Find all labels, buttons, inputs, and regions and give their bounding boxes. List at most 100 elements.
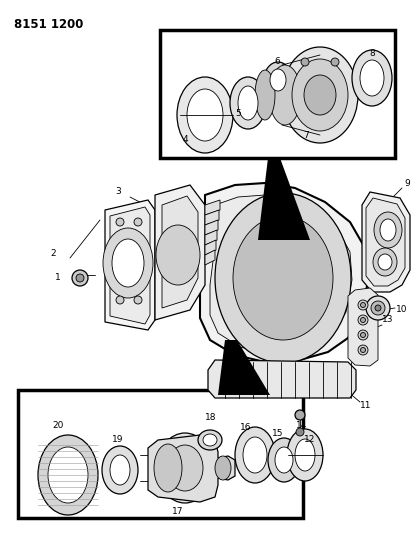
Ellipse shape xyxy=(215,193,351,363)
Circle shape xyxy=(116,296,124,304)
Ellipse shape xyxy=(187,89,223,141)
Polygon shape xyxy=(205,250,215,265)
Text: 4: 4 xyxy=(183,135,189,144)
Circle shape xyxy=(375,305,381,311)
Circle shape xyxy=(301,58,309,66)
Circle shape xyxy=(360,348,365,352)
Ellipse shape xyxy=(157,433,213,503)
Polygon shape xyxy=(362,192,410,292)
Polygon shape xyxy=(110,207,150,324)
Circle shape xyxy=(371,301,385,315)
Polygon shape xyxy=(205,240,216,255)
Ellipse shape xyxy=(38,435,98,515)
Ellipse shape xyxy=(230,77,266,129)
Text: 19: 19 xyxy=(112,435,123,445)
Ellipse shape xyxy=(48,447,88,503)
Ellipse shape xyxy=(264,62,292,98)
Circle shape xyxy=(366,296,390,320)
Ellipse shape xyxy=(235,427,275,483)
Ellipse shape xyxy=(282,47,358,143)
Circle shape xyxy=(296,428,304,436)
Bar xyxy=(18,390,303,518)
Ellipse shape xyxy=(102,446,138,494)
Text: 14: 14 xyxy=(296,422,307,431)
Polygon shape xyxy=(200,183,368,362)
Text: 8151 1200: 8151 1200 xyxy=(14,18,83,31)
Text: 7: 7 xyxy=(303,131,309,140)
Ellipse shape xyxy=(110,455,130,485)
Text: 3: 3 xyxy=(115,188,121,197)
Ellipse shape xyxy=(292,59,348,131)
Circle shape xyxy=(72,270,88,286)
Circle shape xyxy=(134,218,142,226)
Text: 2: 2 xyxy=(50,248,55,257)
Polygon shape xyxy=(105,200,155,330)
Ellipse shape xyxy=(380,219,396,241)
Polygon shape xyxy=(258,158,310,240)
Polygon shape xyxy=(205,230,217,245)
Circle shape xyxy=(295,410,305,420)
Polygon shape xyxy=(205,210,219,225)
Ellipse shape xyxy=(238,86,258,120)
Circle shape xyxy=(76,274,84,282)
Text: 5: 5 xyxy=(235,109,241,118)
Polygon shape xyxy=(348,288,378,366)
Circle shape xyxy=(360,318,365,322)
Ellipse shape xyxy=(112,239,144,287)
Polygon shape xyxy=(208,360,356,398)
Ellipse shape xyxy=(154,444,182,492)
Ellipse shape xyxy=(373,248,397,276)
Text: 6: 6 xyxy=(274,56,280,66)
Polygon shape xyxy=(210,195,352,353)
Polygon shape xyxy=(155,185,205,320)
Ellipse shape xyxy=(270,69,286,91)
Polygon shape xyxy=(218,340,270,395)
Text: 18: 18 xyxy=(205,414,217,423)
Text: 15: 15 xyxy=(272,430,284,439)
Circle shape xyxy=(360,303,365,308)
Ellipse shape xyxy=(177,77,233,153)
Ellipse shape xyxy=(156,225,200,285)
Polygon shape xyxy=(148,435,235,502)
Text: 20: 20 xyxy=(52,421,63,430)
Ellipse shape xyxy=(233,216,333,340)
Circle shape xyxy=(116,218,124,226)
Circle shape xyxy=(358,345,368,355)
Text: 12: 12 xyxy=(304,435,315,445)
Ellipse shape xyxy=(198,430,222,450)
Ellipse shape xyxy=(255,70,275,120)
Text: 9: 9 xyxy=(404,180,410,189)
Circle shape xyxy=(358,300,368,310)
Circle shape xyxy=(360,333,365,337)
Ellipse shape xyxy=(287,429,323,481)
Ellipse shape xyxy=(203,434,217,446)
Ellipse shape xyxy=(374,212,402,248)
Text: 10: 10 xyxy=(396,305,407,314)
Ellipse shape xyxy=(304,75,336,115)
Ellipse shape xyxy=(215,456,231,480)
Ellipse shape xyxy=(295,439,315,471)
Polygon shape xyxy=(162,196,198,308)
Text: 8: 8 xyxy=(369,49,375,58)
Ellipse shape xyxy=(269,65,301,125)
Polygon shape xyxy=(205,200,220,215)
Ellipse shape xyxy=(378,254,392,270)
Circle shape xyxy=(358,315,368,325)
Bar xyxy=(160,30,395,158)
Ellipse shape xyxy=(167,445,203,491)
Ellipse shape xyxy=(275,447,293,473)
Ellipse shape xyxy=(103,228,153,298)
Circle shape xyxy=(331,58,339,66)
Polygon shape xyxy=(205,220,218,235)
Circle shape xyxy=(358,330,368,340)
Ellipse shape xyxy=(268,438,300,482)
Ellipse shape xyxy=(352,50,392,106)
Text: 1: 1 xyxy=(55,273,61,282)
Text: 11: 11 xyxy=(360,401,372,410)
Text: 16: 16 xyxy=(240,424,252,432)
Text: 17: 17 xyxy=(172,507,183,516)
Text: 13: 13 xyxy=(382,316,393,325)
Ellipse shape xyxy=(243,437,267,473)
Circle shape xyxy=(134,296,142,304)
Polygon shape xyxy=(366,198,405,286)
